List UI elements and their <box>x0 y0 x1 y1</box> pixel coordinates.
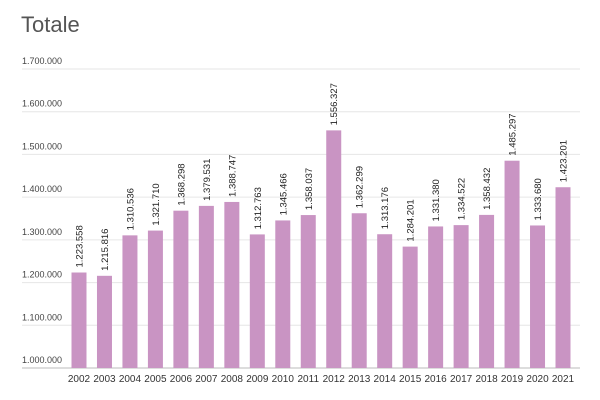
x-tick-label: 2013 <box>348 374 371 385</box>
x-tick-label: 2004 <box>119 374 142 385</box>
y-tick-label: 1.400.000 <box>22 184 62 194</box>
bar <box>530 225 546 368</box>
bar <box>198 205 214 368</box>
x-tick-label: 2008 <box>221 374 244 385</box>
x-tick-label: 2009 <box>246 374 269 385</box>
data-label: 1.556.327 <box>329 83 340 125</box>
data-label: 1.312.763 <box>253 187 264 229</box>
x-tick-label: 2017 <box>450 374 473 385</box>
data-label: 1.358.432 <box>482 168 493 210</box>
data-label: 1.345.466 <box>278 173 289 215</box>
bar <box>326 130 342 368</box>
bar <box>402 246 418 368</box>
bar <box>96 275 112 368</box>
data-label: 1.321.710 <box>151 183 162 225</box>
y-tick-label: 1.200.000 <box>22 270 62 280</box>
x-tick-label: 2016 <box>425 374 448 385</box>
bar <box>275 220 291 368</box>
x-tick-label: 2007 <box>195 374 218 385</box>
x-tick-label: 2005 <box>144 374 167 385</box>
x-tick-label: 2012 <box>323 374 346 385</box>
y-tick-label: 1.100.000 <box>22 312 62 322</box>
data-label: 1.313.176 <box>380 187 391 229</box>
x-tick-label: 2014 <box>374 374 397 385</box>
bar <box>453 225 469 368</box>
x-tick-label: 2019 <box>501 374 524 385</box>
data-label: 1.485.297 <box>508 113 519 155</box>
data-label: 1.215.816 <box>100 229 111 271</box>
data-label: 1.362.299 <box>355 166 366 208</box>
bar <box>479 214 495 368</box>
bar <box>351 213 367 368</box>
data-label: 1.310.536 <box>125 188 136 230</box>
y-tick-label: 1.000.000 <box>22 355 62 365</box>
bar <box>122 235 138 368</box>
data-label: 1.334.522 <box>457 178 468 220</box>
data-label: 1.423.201 <box>559 140 570 182</box>
bar <box>428 226 444 368</box>
data-label: 1.333.680 <box>533 178 544 220</box>
x-tick-label: 2015 <box>399 374 422 385</box>
x-tick-label: 2003 <box>93 374 116 385</box>
data-label: 1.284.201 <box>406 199 417 241</box>
data-label: 1.223.558 <box>75 225 86 267</box>
bar <box>71 272 87 368</box>
bar <box>504 160 520 368</box>
bar <box>300 215 316 368</box>
bar <box>173 210 189 368</box>
chart-title: Totale <box>21 12 80 37</box>
y-tick-label: 1.600.000 <box>22 99 62 109</box>
data-label: 1.358.037 <box>304 168 315 210</box>
x-tick-label: 2010 <box>272 374 295 385</box>
bar <box>249 234 265 368</box>
data-label: 1.379.531 <box>202 159 213 201</box>
bar <box>377 234 393 368</box>
x-tick-label: 2018 <box>475 374 498 385</box>
x-tick-label: 2011 <box>298 374 320 385</box>
bar <box>147 230 163 368</box>
x-tick-label: 2021 <box>552 374 575 385</box>
y-tick-label: 1.300.000 <box>22 227 62 237</box>
data-label: 1.388.747 <box>227 155 238 197</box>
x-tick-label: 2006 <box>170 374 193 385</box>
data-label: 1.331.380 <box>431 179 442 221</box>
y-tick-label: 1.500.000 <box>22 141 62 151</box>
x-tick-label: 2002 <box>68 374 91 385</box>
bar <box>224 201 240 368</box>
data-label: 1.368.298 <box>176 163 187 205</box>
x-tick-label: 2020 <box>526 374 549 385</box>
y-tick-label: 1.700.000 <box>22 56 62 66</box>
bar <box>555 187 571 368</box>
